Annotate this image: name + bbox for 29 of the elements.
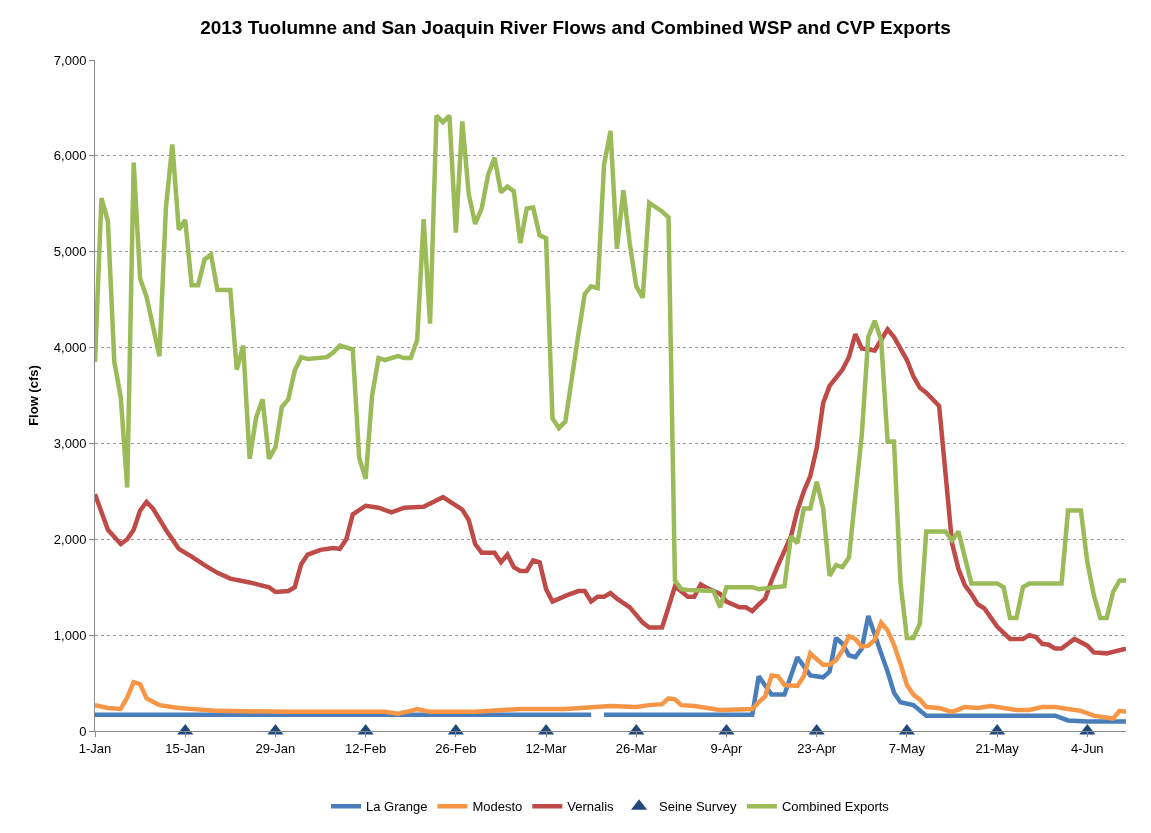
line-series [95, 327, 1126, 656]
y-tick-label: 4,000 [53, 340, 87, 356]
x-tick-label: 26-Feb [435, 740, 477, 756]
x-tick-label: 7-May [888, 740, 926, 756]
legend-label: Combined Exports [781, 799, 890, 815]
x-tick-label: 12-Mar [525, 740, 568, 756]
y-tick-label: 3,000 [53, 435, 87, 451]
x-tick-label: 9-Apr [710, 740, 744, 756]
x-tick-label: 26-Mar [615, 740, 658, 756]
x-tick-label: 21-May [975, 740, 1020, 756]
x-tick-label: 23-Apr [797, 740, 837, 756]
y-tick-label: 0 [79, 723, 87, 739]
y-axis-title: Flow (cfs) [25, 365, 41, 426]
x-tick-label: 29-Jan [255, 740, 296, 756]
y-tick-label: 1,000 [53, 627, 87, 643]
x-tick-label: 4-Jun [1071, 740, 1104, 756]
y-tick-label: 5,000 [53, 244, 87, 260]
legend-label: Vernalis [567, 799, 615, 815]
x-tick-label: 1-Jan [78, 740, 112, 756]
x-tick-label: 15-Jan [165, 740, 206, 756]
legend-label: Modesto [472, 799, 523, 815]
y-tick-label: 6,000 [53, 148, 87, 164]
line-series [95, 113, 1126, 641]
chart-title: 2013 Tuolumne and San Joaquin River Flows and Combined WSP and CVP Exports [200, 17, 951, 39]
y-tick-label: 7,000 [53, 52, 87, 68]
legend-label: Seine Survey [659, 799, 737, 815]
legend-label: La Grange [366, 799, 428, 815]
y-tick-label: 2,000 [53, 531, 87, 547]
x-tick-label: 12-Feb [345, 740, 387, 756]
